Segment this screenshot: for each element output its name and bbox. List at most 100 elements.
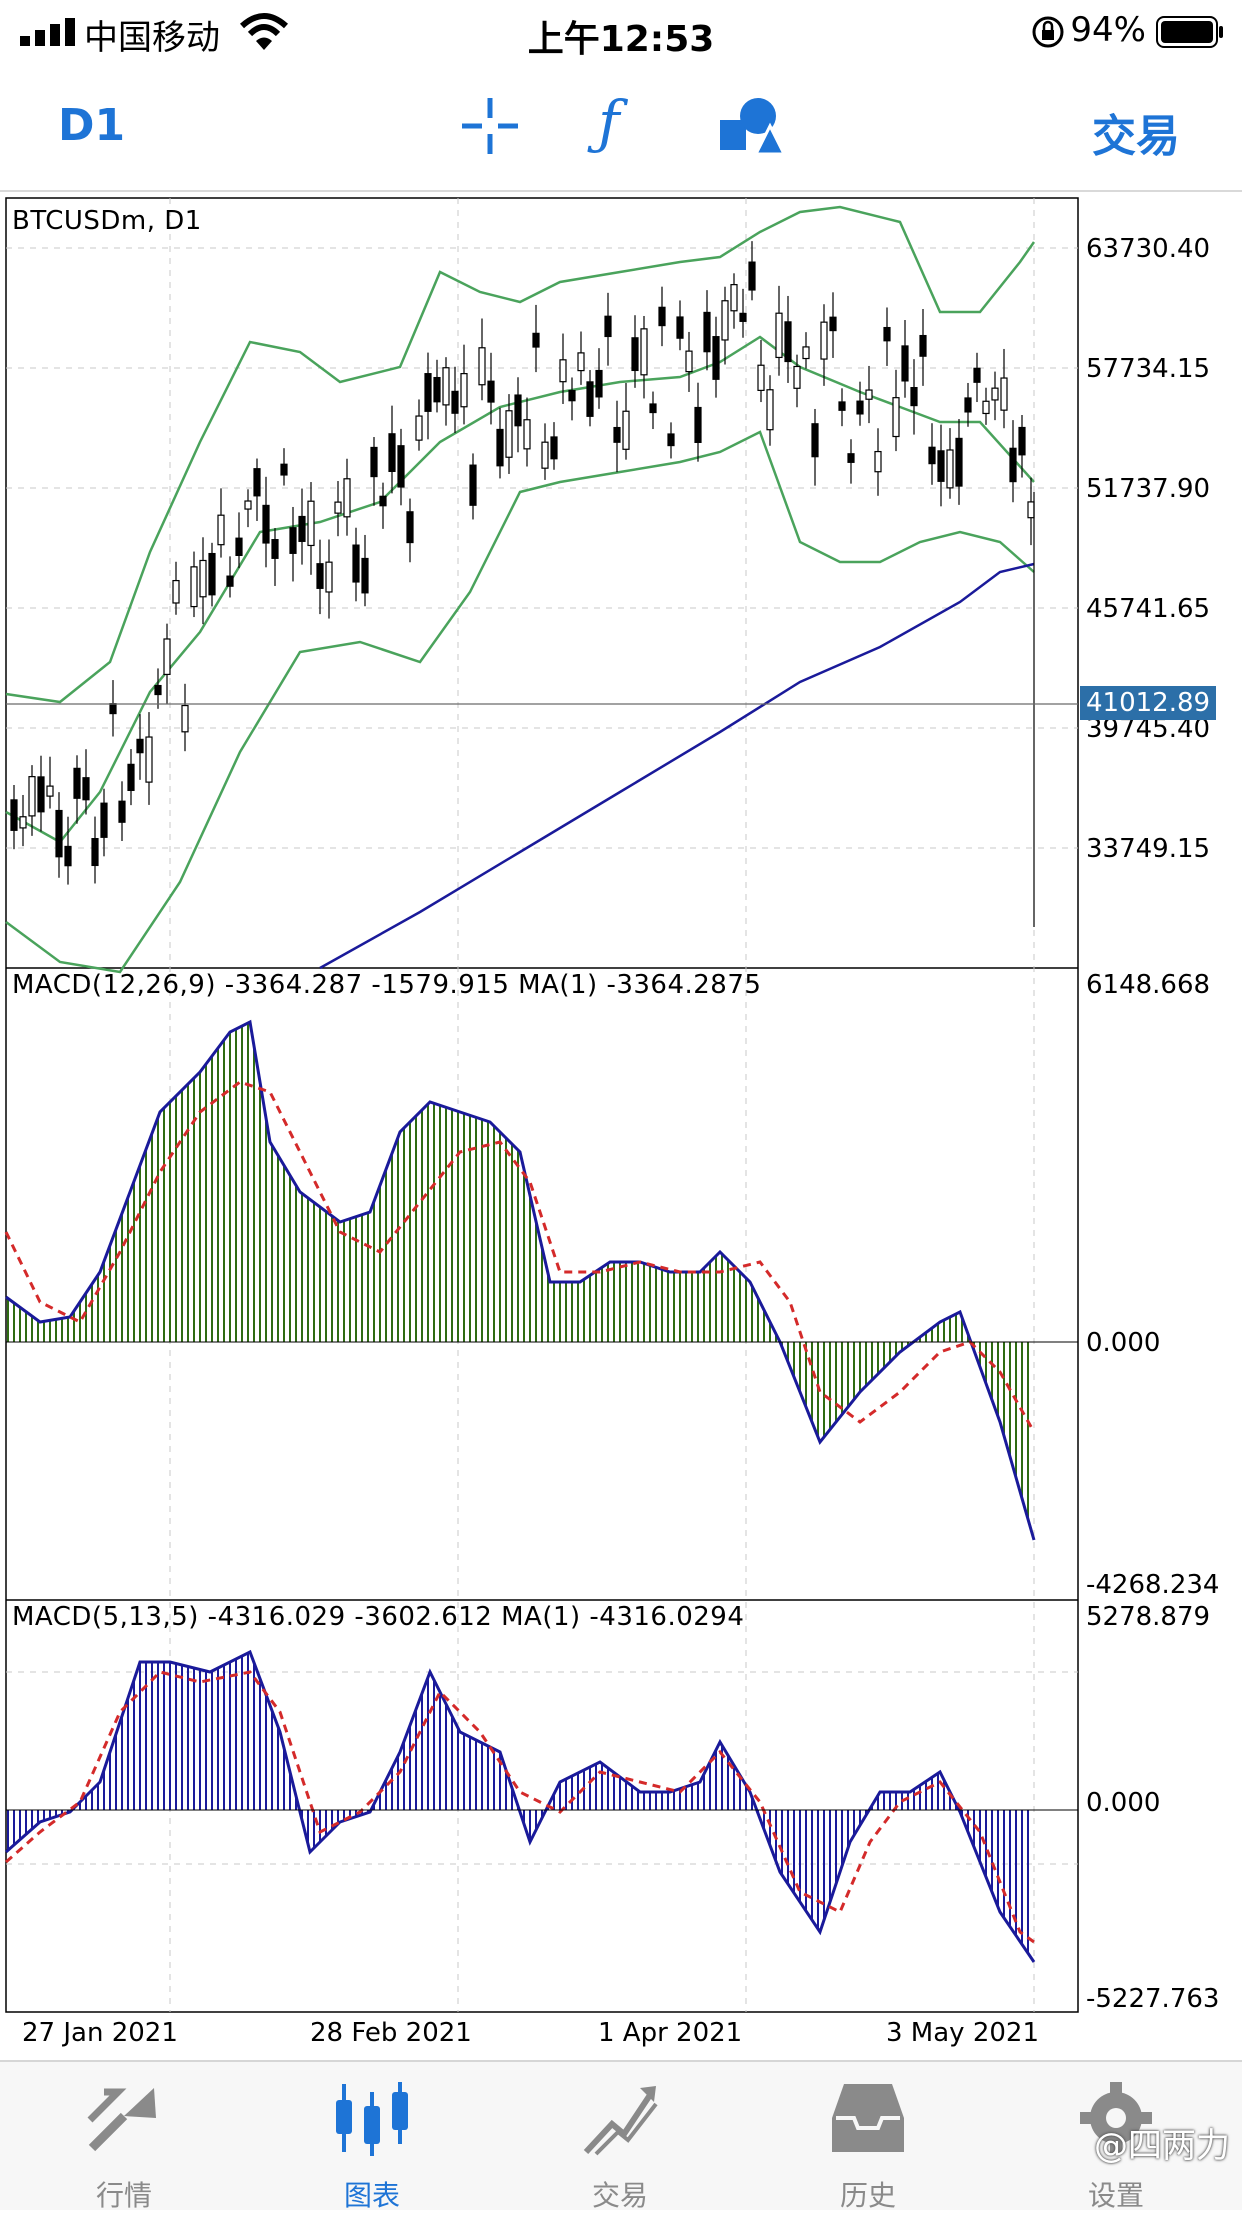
candle-body <box>451 390 459 414</box>
objects-icon[interactable] <box>718 94 786 158</box>
timeframe-button[interactable]: D1 <box>58 100 126 151</box>
status-time: 上午12:53 <box>527 19 715 60</box>
candle-body <box>991 387 999 401</box>
candle-body <box>721 300 729 341</box>
candle-body <box>298 515 306 542</box>
candle-body <box>946 449 954 489</box>
candle-body <box>397 445 405 488</box>
candle-body <box>730 284 738 312</box>
candle-body <box>937 450 945 482</box>
tab-history[interactable]: 历史 <box>744 2062 992 2212</box>
chart-area[interactable]: BTCUSDm, D1 MACD(12,26,9) -3364.287 -157… <box>0 192 1242 2060</box>
date-axis-label: 3 May 2021 <box>886 2018 1039 2048</box>
candle-body <box>676 316 684 339</box>
candle-body <box>226 575 234 587</box>
candle-body <box>595 369 603 398</box>
candle-body <box>487 380 495 403</box>
candle-body <box>1000 377 1008 411</box>
candle-body <box>127 763 135 791</box>
date-axis-label: 28 Feb 2021 <box>310 2018 472 2048</box>
candle-body <box>109 703 117 715</box>
candle-body <box>334 501 342 514</box>
candle-body <box>280 463 288 476</box>
tab-settings[interactable]: 设置 <box>992 2062 1240 2212</box>
price-scale-label: 45741.65 <box>1086 594 1211 624</box>
candle-body <box>442 367 450 406</box>
candle-body <box>856 400 864 415</box>
tab-quotes[interactable]: 行情 <box>0 2062 248 2212</box>
candle-body <box>919 334 927 357</box>
chart-toolbar: D1 ƒ 交易 <box>0 64 1242 192</box>
candle-body <box>163 638 171 676</box>
candle-body <box>541 441 549 469</box>
candle-body <box>748 261 756 291</box>
candlesticks <box>10 241 1035 927</box>
tab-label: 历史 <box>839 2179 896 2212</box>
status-bar: 中国移动 上午12:53 94% <box>0 0 1242 64</box>
candle-body <box>469 464 477 506</box>
candle-body <box>514 394 522 427</box>
candle-body <box>964 397 972 413</box>
tab-label: 图表 <box>343 2179 400 2212</box>
candle-body <box>883 326 891 342</box>
candle-body <box>577 352 585 372</box>
moving-average-line <box>319 562 1035 970</box>
carrier-name: 中国移动 <box>84 18 220 58</box>
candle-body <box>208 552 216 596</box>
candle-body <box>1027 501 1035 519</box>
candle-body <box>847 453 855 463</box>
candle-body <box>253 468 261 497</box>
candle-body <box>757 364 765 391</box>
date-axis-label: 27 Jan 2021 <box>22 2018 178 2048</box>
tab-trade[interactable]: 交易 <box>496 2062 744 2212</box>
bottom-tab-bar: 行情 图表 交易 历史 <box>0 2060 1242 2212</box>
tab-label: 设置 <box>1087 2179 1144 2212</box>
candle-body <box>838 401 846 411</box>
chart-canvas[interactable] <box>0 192 1242 2060</box>
crosshair-icon[interactable] <box>458 94 522 158</box>
candle-body <box>982 400 990 415</box>
candle-body <box>658 306 666 327</box>
candle-body <box>910 386 918 407</box>
candle-body <box>217 514 225 546</box>
candle-body <box>370 446 378 478</box>
macd2-scale-label: 0.000 <box>1086 1788 1161 1818</box>
candle-body <box>325 561 333 593</box>
macd-12-26-9-panel <box>4 1019 1078 1541</box>
battery-percentage: 94% <box>1070 10 1146 50</box>
candle-body <box>766 389 774 431</box>
bollinger-bands <box>5 205 1036 974</box>
price-scale-label: 51737.90 <box>1086 474 1211 504</box>
tab-chart[interactable]: 图表 <box>248 2062 496 2212</box>
candle-body <box>379 495 387 507</box>
candle-body <box>865 389 873 400</box>
candle-body <box>460 373 468 408</box>
macd2-scale-label: -5227.763 <box>1086 1984 1220 2014</box>
price-scale-label: 33749.15 <box>1086 834 1211 864</box>
symbol-title: BTCUSDm, D1 <box>12 206 202 236</box>
candle-body <box>973 367 981 383</box>
macd2-main-line <box>5 1649 1036 1963</box>
candle-body <box>649 403 657 414</box>
function-icon[interactable]: ƒ <box>598 88 620 156</box>
candle-body <box>415 415 423 441</box>
candle-body <box>244 500 252 510</box>
candle-body <box>136 738 144 754</box>
date-axis-label: 1 Apr 2021 <box>598 2018 743 2048</box>
candle-body <box>802 346 810 360</box>
candle-body <box>235 537 243 556</box>
candle-body <box>505 410 513 458</box>
candle-body <box>820 321 828 360</box>
candle-body <box>622 410 630 450</box>
candle-body <box>10 799 18 831</box>
candle-body <box>37 776 45 813</box>
candle-body <box>478 347 486 386</box>
candle-body <box>901 345 909 382</box>
candle-body <box>19 816 27 829</box>
candle-body <box>172 579 180 604</box>
candle-body <box>874 450 882 473</box>
candle-body <box>289 527 297 554</box>
macd1-signal-line <box>4 1080 1036 1433</box>
candle-body <box>928 446 936 465</box>
trade-button[interactable]: 交易 <box>1092 111 1180 162</box>
